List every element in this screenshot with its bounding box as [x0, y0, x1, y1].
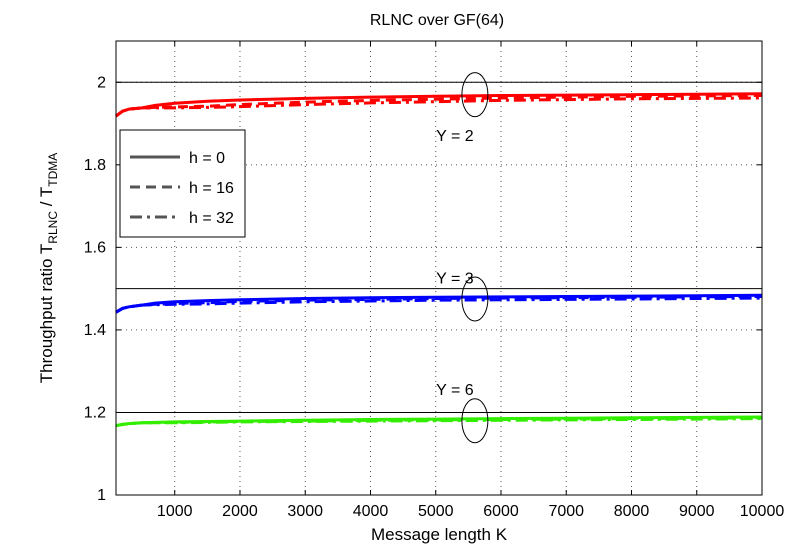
y-tick-label: 1.4 — [84, 322, 106, 339]
y-axis-label-main: Throughput ratio T — [37, 244, 56, 384]
y-axis-label-sep: / T — [37, 187, 56, 211]
annotations: Y = 2 Y = 3 Y = 6 — [436, 72, 489, 444]
legend-box — [119, 129, 246, 238]
annotation-label: Y = 3 — [436, 270, 474, 287]
y-tick-label: 1.2 — [84, 404, 106, 421]
x-tick-label: 1000 — [157, 503, 193, 520]
x-tick-label: 6000 — [483, 503, 519, 520]
x-tick-label: 9000 — [679, 503, 715, 520]
x-tick-label: 8000 — [614, 503, 650, 520]
y-axis-label: Throughput ratio TRLNC / TTDMA — [37, 153, 60, 383]
series-line — [115, 296, 763, 314]
series-line — [115, 295, 763, 314]
y-axis-label-sub1: RLNC — [46, 211, 60, 244]
chart-title: RLNC over GF(64) — [370, 12, 504, 29]
x-axis-label: Message length K — [371, 525, 508, 544]
y-tick-label: 1 — [97, 487, 106, 504]
series-line — [115, 96, 763, 118]
y-tick-label: 2 — [97, 74, 106, 91]
legend-label: h = 16 — [189, 180, 234, 197]
annotation-ellipse — [461, 276, 489, 322]
annotation-label: Y = 6 — [436, 382, 474, 399]
axis-ticks: 1000 2000 3000 4000 5000 6000 7000 8000 9000 1000… — [84, 41, 785, 520]
plot-frame — [115, 40, 763, 496]
x-tick-label: 4000 — [353, 503, 389, 520]
legend-label: h = 32 — [189, 210, 234, 227]
y-tick-label: 1.6 — [84, 239, 106, 256]
legend: h = 0 h = 16 h = 32 — [119, 129, 246, 238]
series — [115, 92, 763, 428]
y-axis-label-sub2: TDMA — [46, 153, 60, 187]
annotation-label: Y = 2 — [436, 128, 474, 145]
x-tick-label: 3000 — [287, 503, 323, 520]
series-line — [115, 94, 763, 118]
x-tick-label: 2000 — [222, 503, 258, 520]
reference-lines — [116, 81, 762, 413]
annotation-ellipse — [461, 398, 489, 444]
y-tick-label: 1.8 — [84, 157, 106, 174]
x-tick-label: 7000 — [548, 503, 584, 520]
series-line — [115, 417, 763, 428]
x-tick-label: 5000 — [418, 503, 454, 520]
legend-label: h = 0 — [189, 150, 225, 167]
x-tick-label: 10000 — [740, 503, 785, 520]
annotation-ellipse — [461, 72, 489, 118]
